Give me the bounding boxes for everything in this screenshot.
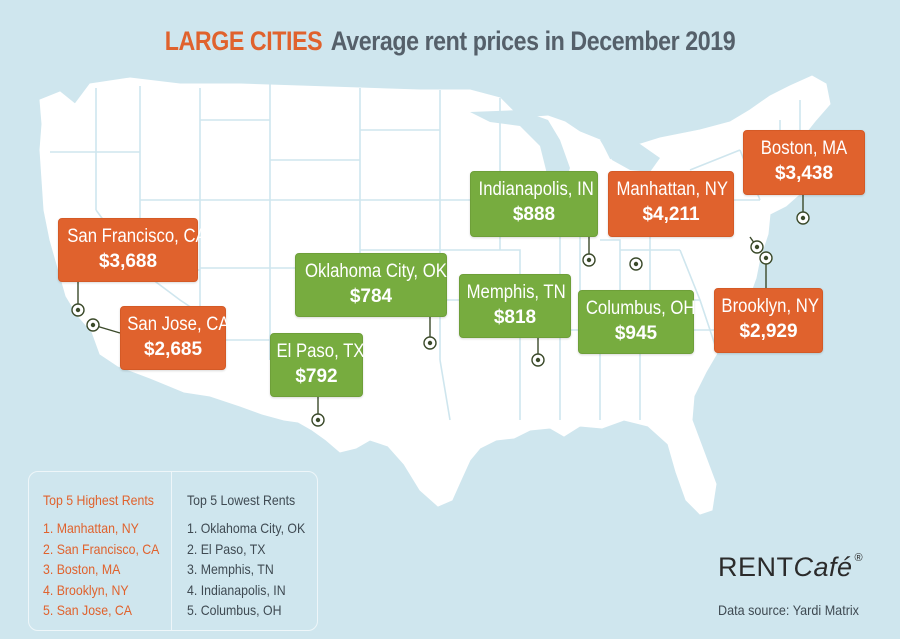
callout-price: $2,929 xyxy=(739,321,798,342)
callout-city: Manhattan, NY xyxy=(616,179,728,200)
brand-main: RENT xyxy=(718,552,794,582)
list-item: 5. San Jose, CA xyxy=(43,602,133,618)
great-lakes xyxy=(470,110,660,216)
rentcafe-logo: RENTCafé ® xyxy=(718,552,863,583)
list-item: 3. Boston, MA xyxy=(43,561,121,577)
callout-city: San Francisco, CA xyxy=(67,226,207,247)
title-highlight: LARGE CITIES xyxy=(164,26,323,56)
list-item: 3. Memphis, TN xyxy=(187,561,274,577)
legend-lowest: Top 5 Lowest Rents 1. Oklahoma City, OK … xyxy=(187,492,321,621)
callout-city: Columbus, OH xyxy=(585,298,696,319)
list-item: 1. Oklahoma City, OK xyxy=(187,520,306,536)
legend-lowest-heading: Top 5 Lowest Rents xyxy=(187,492,296,508)
rent-legend: Top 5 Highest Rents 1. Manhattan, NY 2. … xyxy=(28,471,318,631)
callout-city: Boston, MA xyxy=(760,138,848,159)
legend-highest: Top 5 Highest Rents 1. Manhattan, NY 2. … xyxy=(43,492,175,621)
data-source: Data source: Yardi Matrix xyxy=(718,602,859,618)
callout-city: Oklahoma City, OK xyxy=(305,261,447,282)
title-rest: Average rent prices in December 2019 xyxy=(330,26,736,56)
page-title: LARGE CITIES Average rent prices in Decem… xyxy=(63,26,837,57)
legend-highest-heading: Top 5 Highest Rents xyxy=(43,492,154,508)
state-borders xyxy=(50,84,801,421)
callout-city: El Paso, TX xyxy=(276,341,365,362)
list-item: 5. Columbus, OH xyxy=(187,602,282,618)
callout-el-paso: El Paso, TX $792 xyxy=(270,333,365,397)
callout-price: $945 xyxy=(614,323,658,344)
callout-price: $3,688 xyxy=(98,251,158,272)
callout-brooklyn: Brooklyn, NY $2,929 xyxy=(714,288,823,353)
callout-memphis: Memphis, TN $818 xyxy=(459,274,571,338)
callout-city: Memphis, TN xyxy=(466,282,566,303)
callout-price: $818 xyxy=(493,307,537,328)
brand-italic: Café xyxy=(793,552,853,582)
callout-columbus: Columbus, OH $945 xyxy=(578,290,696,354)
marker-dots xyxy=(75,215,806,423)
callout-city: Brooklyn, NY xyxy=(721,296,819,317)
list-item: 4. Brooklyn, NY xyxy=(43,581,129,598)
callout-city: San Jose, CA xyxy=(127,314,230,335)
callout-city: Indianapolis, IN xyxy=(478,179,594,200)
list-item: 1. Manhattan, NY xyxy=(43,520,139,536)
legend-divider xyxy=(171,472,172,630)
callout-boston: Boston, MA $3,438 xyxy=(743,130,865,195)
callout-manhattan: Manhattan, NY $4,211 xyxy=(608,171,734,237)
list-item: 2. San Francisco, CA xyxy=(43,540,160,557)
callout-price: $2,685 xyxy=(143,339,203,360)
callout-san-jose: San Jose, CA $2,685 xyxy=(120,306,230,370)
list-item: 4. Indianapolis, IN xyxy=(187,581,286,598)
callout-san-francisco: San Francisco, CA $3,688 xyxy=(58,218,207,282)
callout-price: $4,211 xyxy=(642,204,700,225)
callout-indianapolis: Indianapolis, IN $888 xyxy=(470,171,598,237)
callout-oklahoma-city: Oklahoma City, OK $784 xyxy=(295,253,447,317)
callout-price: $3,438 xyxy=(774,163,834,184)
callout-price: $888 xyxy=(512,204,556,225)
brand-reg: ® xyxy=(854,552,864,564)
callout-price: $784 xyxy=(349,286,393,307)
callout-price: $792 xyxy=(295,366,338,387)
list-item: 2. El Paso, TX xyxy=(187,540,266,557)
